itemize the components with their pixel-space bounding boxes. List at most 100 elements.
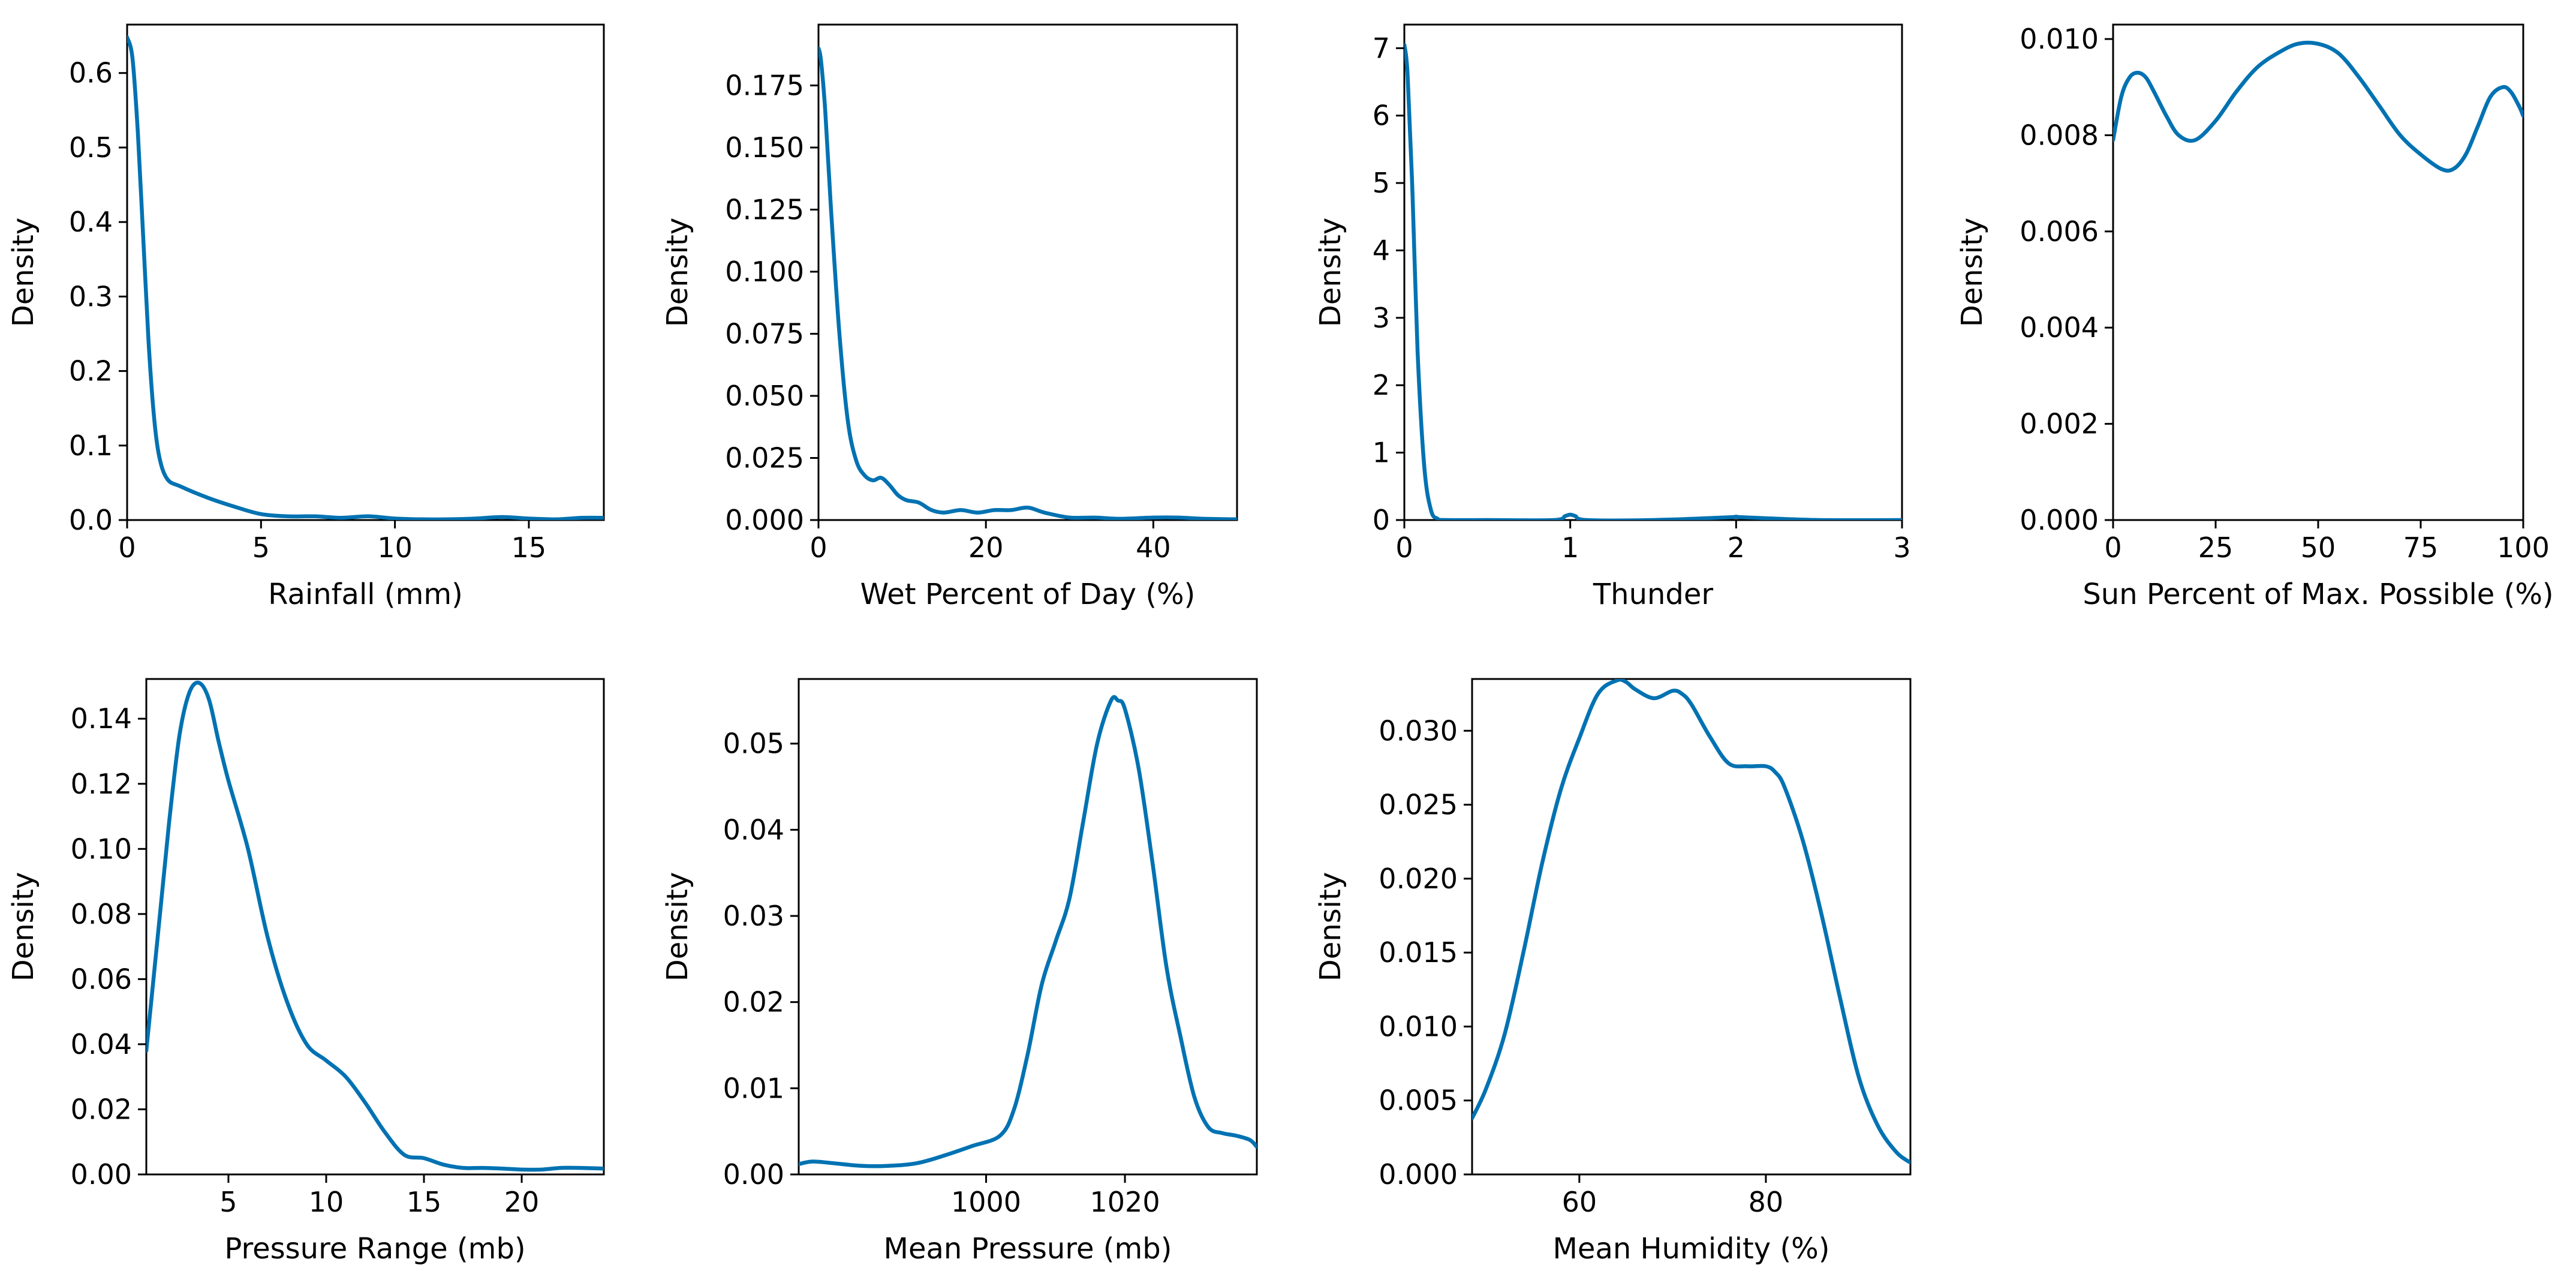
y-tick-label: 0.000	[725, 504, 804, 536]
x-tick-label: 5	[219, 1186, 237, 1218]
y-tick-label: 0.03	[723, 900, 784, 932]
y-tick-label: 0.010	[1379, 1010, 1458, 1042]
x-tick-label: 1020	[1090, 1186, 1160, 1218]
x-tick-label: 0	[2104, 531, 2121, 564]
y-tick-label: 0.000	[2020, 504, 2099, 536]
panel-thunder: Thunder Density 0 1 2 3 0 1 2 3 4 5 6 7	[1314, 23, 1911, 611]
y-axis-label: Density	[661, 218, 694, 327]
y-tick-label: 1	[1373, 437, 1390, 469]
y-tick-label: 0.150	[725, 131, 804, 164]
y-tick-label: 0.025	[1379, 789, 1458, 821]
y-axis-label: Density	[1955, 218, 1989, 327]
y-tick-label: 0.000	[1379, 1158, 1458, 1191]
panel-sun-percent: Sun Percent of Max. Possible (%) Density…	[1955, 23, 2554, 611]
x-axis-label: Rainfall (mm)	[268, 578, 463, 611]
x-tick-label: 20	[968, 531, 1004, 564]
y-tick-label: 0.2	[69, 355, 113, 387]
y-tick-label: 4	[1373, 234, 1390, 266]
x-tick-label: 75	[2403, 531, 2439, 564]
y-tick-label: 0.04	[723, 813, 784, 846]
density-curve	[1472, 679, 1910, 1165]
y-axis-label: Density	[661, 872, 694, 981]
x-tick-label: 1	[1561, 531, 1579, 564]
density-curve	[799, 695, 1257, 1168]
y-tick-label: 0.025	[725, 441, 804, 474]
y-axis-label: Density	[7, 872, 40, 981]
y-tick-label: 0.008	[2020, 119, 2099, 151]
x-tick-label: 40	[1136, 531, 1171, 564]
x-tick-label: 15	[407, 1186, 442, 1218]
y-tick-label: 5	[1373, 167, 1390, 199]
y-tick-label: 0.14	[71, 702, 132, 735]
x-axis-label: Sun Percent of Max. Possible (%)	[2083, 578, 2553, 611]
y-tick-label: 0.10	[71, 833, 132, 865]
x-tick-label: 15	[511, 531, 547, 564]
x-tick-label: 5	[252, 531, 270, 564]
y-tick-label: 0.06	[71, 963, 132, 995]
panel-frame	[126, 23, 605, 521]
y-tick-label: 0.030	[1379, 714, 1458, 747]
y-tick-label: 0.08	[71, 898, 132, 930]
panel-mean-pressure: Mean Pressure (mb) Density 1000 1020 0.00 0…	[661, 678, 1258, 1266]
x-axis-label: Mean Pressure (mb)	[884, 1232, 1172, 1266]
x-tick-label: 50	[2301, 531, 2336, 564]
y-tick-label: 0.0	[69, 504, 113, 536]
y-tick-label: 0	[1373, 504, 1390, 536]
y-tick-label: 0.3	[69, 280, 113, 313]
y-tick-label: 0.125	[725, 193, 804, 226]
x-tick-label: 0	[1395, 531, 1413, 564]
y-tick-label: 0.050	[725, 380, 804, 412]
x-tick-label: 0	[118, 531, 136, 564]
x-axis-label: Mean Humidity (%)	[1553, 1232, 1830, 1266]
panel-wet-percent: Wet Percent of Day (%) Density 0 20 40 0.00…	[661, 23, 1238, 611]
panel-frame	[1471, 678, 1912, 1176]
density-curve	[127, 35, 604, 520]
x-tick-label: 1000	[951, 1186, 1021, 1218]
x-tick-label: 10	[309, 1186, 344, 1218]
y-tick-label: 0.00	[723, 1158, 784, 1191]
y-tick-label: 0.02	[71, 1093, 132, 1125]
density-curve	[2113, 40, 2523, 173]
x-tick-label: 80	[1749, 1186, 1784, 1218]
x-tick-label: 25	[2198, 531, 2234, 564]
x-tick-label: 0	[809, 531, 827, 564]
panel-rainfall: Rainfall (mm) Density 0 5 10 15 0.0 0.1 0.2 0.3…	[7, 23, 605, 611]
y-tick-label: 0.005	[1379, 1084, 1458, 1117]
y-tick-label: 0.015	[1379, 936, 1458, 969]
y-tick-label: 0.4	[69, 206, 113, 238]
y-tick-label: 7	[1373, 32, 1390, 64]
y-tick-label: 0.6	[69, 57, 113, 89]
y-tick-label: 0.175	[725, 69, 804, 101]
x-tick-label: 2	[1728, 531, 1745, 564]
y-axis-label: Density	[1314, 218, 1347, 327]
panel-pressure-range: Pressure Range (mb) Density 5 10 15 20 0.00 0…	[7, 678, 605, 1266]
x-tick-label: 100	[2497, 531, 2550, 564]
x-tick-label: 60	[1562, 1186, 1597, 1218]
y-tick-label: 0.1	[69, 429, 113, 462]
x-tick-label: 3	[1893, 531, 1910, 564]
panel-frame	[145, 678, 605, 1176]
y-tick-label: 0.100	[725, 256, 804, 288]
y-tick-label: 0.010	[2020, 23, 2099, 55]
y-axis-label: Density	[1314, 872, 1347, 981]
y-tick-label: 0.5	[69, 131, 113, 164]
x-axis-label: Pressure Range (mb)	[224, 1232, 525, 1266]
panel-mean-humidity: Mean Humidity (%) Density 60 80 0.000 0.005…	[1314, 678, 1912, 1266]
x-axis-label: Wet Percent of Day (%)	[860, 578, 1196, 611]
y-tick-label: 0.02	[723, 986, 784, 1018]
y-tick-label: 0.00	[71, 1158, 132, 1191]
panel-frame	[798, 678, 1258, 1176]
y-tick-label: 3	[1373, 302, 1390, 334]
y-tick-label: 0.004	[2020, 311, 2099, 344]
density-curve	[1404, 43, 1902, 520]
x-tick-label: 20	[504, 1186, 540, 1218]
y-tick-label: 0.075	[725, 317, 804, 350]
y-tick-label: 0.020	[1379, 863, 1458, 895]
y-tick-label: 0.04	[71, 1028, 132, 1060]
density-curve	[146, 680, 604, 1172]
y-tick-label: 0.05	[723, 728, 784, 760]
y-tick-label: 0.002	[2020, 408, 2099, 440]
x-tick-label: 10	[377, 531, 413, 564]
density-curve	[818, 46, 1237, 520]
